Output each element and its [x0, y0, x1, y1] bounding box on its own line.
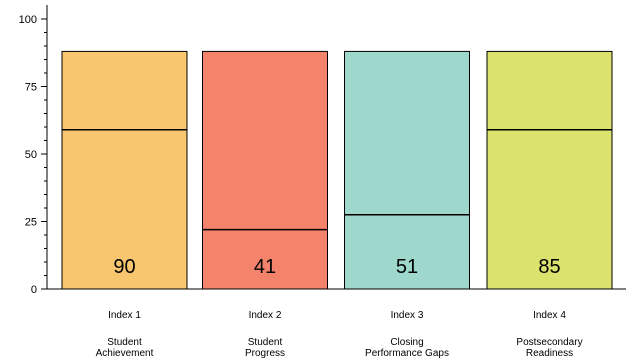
- x-category-label: Closing: [390, 337, 423, 348]
- x-category-label: Performance Gaps: [365, 348, 449, 359]
- bar-value-label: 41: [254, 256, 276, 278]
- bar: [202, 50, 328, 290]
- bars-group: 90 41 51 85: [61, 50, 613, 290]
- y-tick-label: 75: [25, 82, 37, 94]
- x-category-label: Progress: [245, 348, 285, 359]
- y-tick-label: 50: [25, 149, 37, 161]
- x-index-label: Index 2: [249, 310, 282, 321]
- bar: [344, 50, 470, 290]
- x-category-label: Postsecondary: [516, 337, 582, 348]
- y-tick-label: 0: [31, 284, 37, 296]
- y-tick-label: 100: [19, 14, 37, 26]
- x-index-label: Index 4: [533, 310, 566, 321]
- x-category-label: Student: [107, 337, 142, 348]
- y-tick-label: 25: [25, 217, 37, 229]
- bar: [61, 50, 188, 290]
- x-category-label: Student: [248, 337, 283, 348]
- x-index-label: Index 3: [391, 310, 424, 321]
- bar-value-label: 90: [113, 256, 135, 278]
- x-category-label: Readiness: [526, 348, 573, 359]
- x-index-label: Index 1: [108, 310, 141, 321]
- x-category-label: Achievement: [96, 348, 154, 359]
- bar-value-label: 85: [538, 256, 560, 278]
- bar: [486, 50, 613, 290]
- bar-value-label: 51: [396, 256, 418, 278]
